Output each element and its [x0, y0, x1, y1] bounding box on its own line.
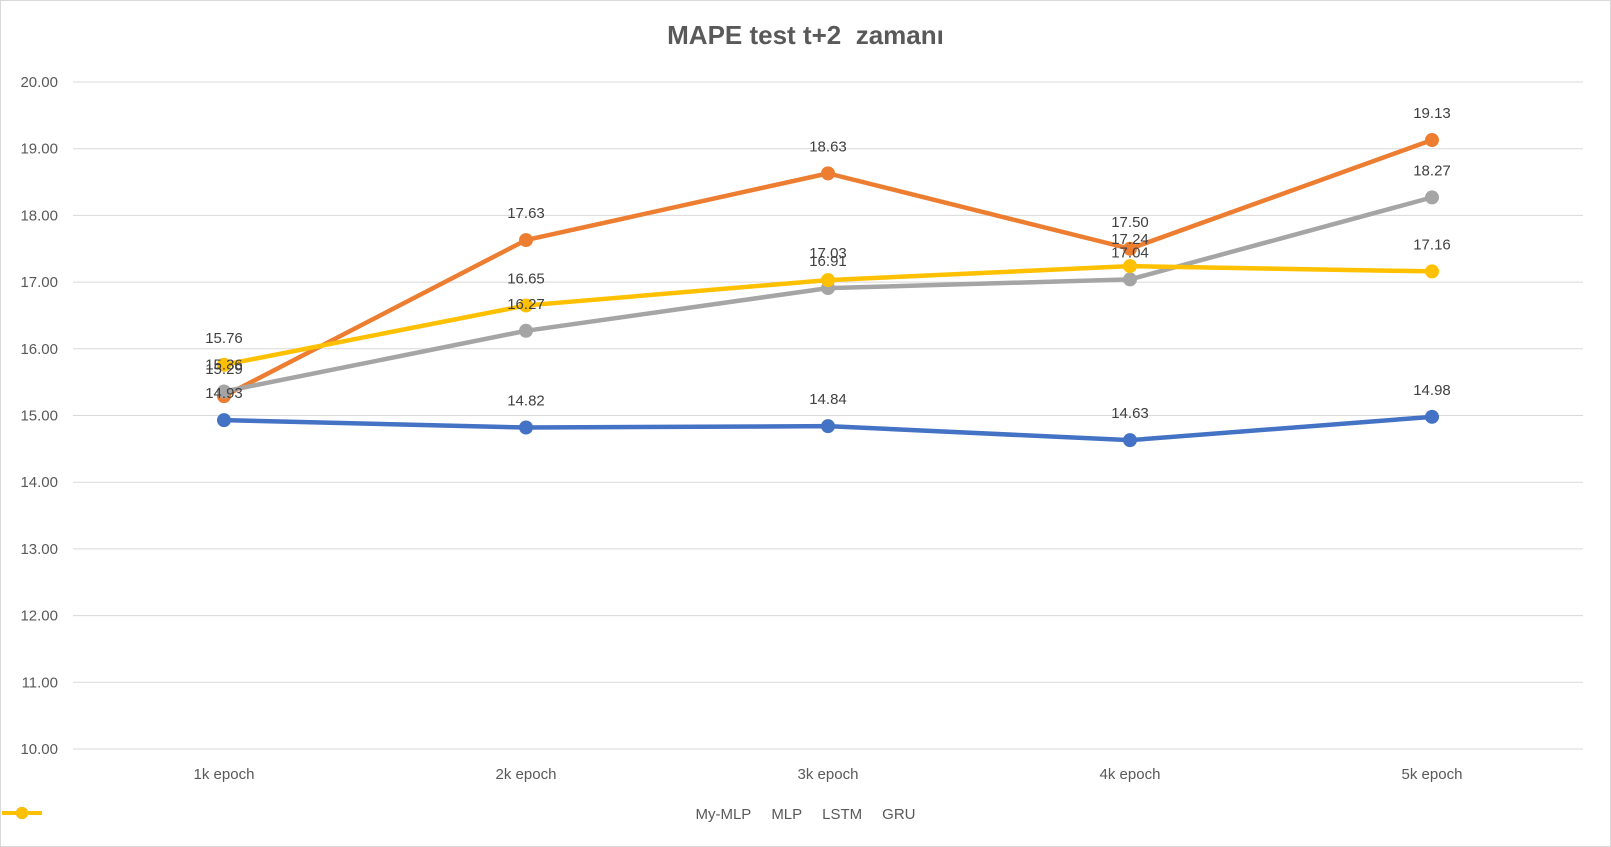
data-label: 17.16: [1413, 236, 1451, 253]
data-point: [1425, 264, 1439, 279]
data-label: 16.27: [507, 296, 545, 313]
data-point: [519, 233, 533, 248]
data-point: [217, 413, 231, 428]
gridlines: [73, 81, 1583, 750]
legend-item: GRU: [2, 806, 916, 823]
data-label: 15.29: [205, 361, 243, 378]
data-point: [1123, 259, 1137, 274]
data-label: 17.04: [1111, 244, 1149, 261]
data-label: 18.27: [1413, 162, 1451, 179]
legend-label: LSTM: [822, 806, 863, 823]
data-label: 15.76: [205, 330, 243, 347]
data-label: 14.98: [1413, 382, 1451, 399]
legend-item: My-MLP: [2, 806, 752, 823]
series-lines: [217, 133, 1439, 448]
data-label: 17.63: [507, 205, 545, 222]
x-tick-label: 4k epoch: [1100, 766, 1161, 783]
y-tick-label: 11.00: [22, 674, 58, 691]
data-label: 14.63: [1111, 405, 1149, 422]
y-tick-label: 16.00: [20, 341, 58, 358]
data-point: [821, 166, 835, 181]
y-tick-label: 17.00: [20, 274, 58, 291]
data-labels: 14.93 14.82 14.84 14.63 14.98 15.29 17.63 18.63…: [205, 105, 1451, 422]
legend-label: My-MLP: [695, 806, 752, 823]
y-tick-label: 10.00: [20, 741, 58, 758]
y-tick-label: 18.00: [20, 207, 58, 224]
data-point: [1123, 241, 1137, 256]
line-chart: 10.00 11.00 12.00 13.00 14.00 15.00 16.00 17.00…: [20, 74, 1583, 783]
data-label: 14.82: [507, 393, 545, 410]
data-point: [1123, 433, 1137, 448]
legend: My-MLP MLP LSTM GRU: [0, 806, 1611, 823]
data-point: [519, 323, 533, 338]
data-point: [1425, 190, 1439, 205]
data-label: 17.24: [1111, 231, 1149, 248]
data-point: [821, 273, 835, 288]
x-tick-label: 1k epoch: [194, 766, 255, 783]
data-label: 17.50: [1111, 214, 1149, 231]
y-tick-label: 13.00: [20, 541, 58, 558]
data-label: 15.36: [205, 356, 243, 373]
data-point: [217, 384, 231, 399]
data-point: [1425, 409, 1439, 424]
y-tick-label: 15.00: [20, 408, 58, 425]
data-point: [519, 298, 533, 313]
y-axis-ticks: 10.00 11.00 12.00 13.00 14.00 15.00 16.00 17.00…: [20, 74, 58, 758]
x-tick-label: 5k epoch: [1402, 766, 1463, 783]
data-point: [1425, 133, 1439, 148]
data-point: [217, 357, 231, 372]
legend-swatch: [2, 807, 42, 819]
series-gru: [217, 259, 1439, 372]
y-tick-label: 19.00: [20, 141, 58, 158]
y-tick-label: 14.00: [20, 474, 58, 491]
data-point: [1123, 272, 1137, 287]
data-point: [821, 419, 835, 434]
legend-item: LSTM: [2, 806, 863, 823]
series-lstm: [217, 190, 1439, 399]
data-label: 17.03: [809, 245, 847, 262]
y-tick-label: 12.00: [20, 608, 58, 625]
data-label: 16.65: [507, 270, 545, 287]
x-tick-label: 2k epoch: [496, 766, 557, 783]
legend-item: MLP: [2, 806, 803, 823]
series-my-mlp: [217, 409, 1439, 448]
legend-label: GRU: [882, 806, 916, 823]
data-label: 18.63: [809, 138, 847, 155]
data-label: 14.84: [809, 391, 847, 408]
data-label: 16.91: [809, 253, 847, 270]
data-label: 19.13: [1413, 105, 1451, 122]
x-tick-label: 3k epoch: [798, 766, 859, 783]
data-point: [519, 420, 533, 435]
legend-label: MLP: [771, 806, 803, 823]
data-label: 14.93: [205, 385, 243, 402]
x-axis-ticks: 1k epoch 2k epoch 3k epoch 4k epoch 5k epoch: [194, 766, 1463, 783]
chart-title: MAPE test t+2 zamanı: [667, 20, 944, 50]
y-tick-label: 20.00: [20, 74, 58, 91]
